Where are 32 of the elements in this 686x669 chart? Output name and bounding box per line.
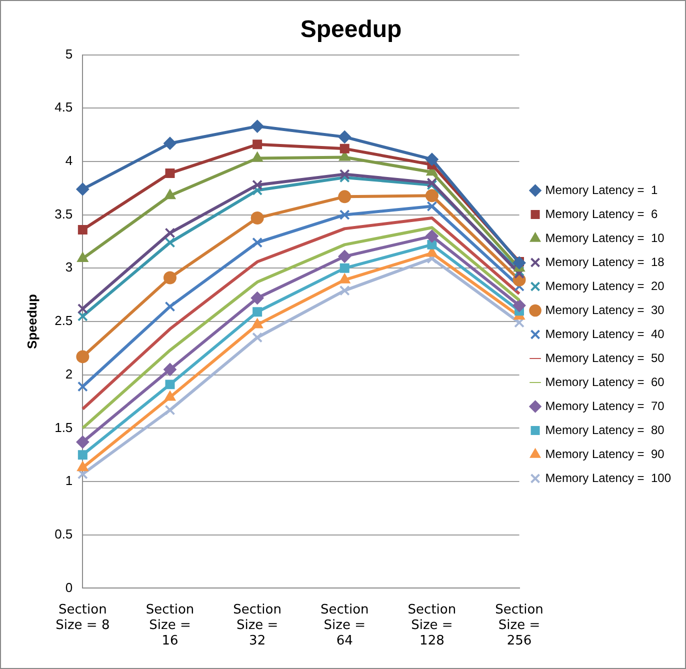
legend-label: Memory Latency = 50 — [545, 350, 665, 365]
legend-label: Memory Latency = 90 — [545, 446, 665, 461]
legend-label: Memory Latency = 30 — [545, 302, 665, 317]
legend-label: Memory Latency = 10 — [545, 230, 665, 245]
legend-label: Memory Latency = 18 — [545, 254, 665, 269]
y-tick-label: 2.5 — [54, 313, 73, 328]
x-tick-label: Section Size = 16 — [146, 602, 194, 649]
legend-label: Memory Latency = 60 — [545, 374, 665, 389]
legend-label: Memory Latency = 70 — [545, 398, 665, 413]
y-tick-label: 0 — [65, 580, 73, 595]
y-axis-title: Speedup — [24, 294, 40, 349]
y-tick-label: 5 — [65, 46, 73, 62]
legend-label: Memory Latency = 6 — [545, 206, 658, 221]
y-tick-label: 0.5 — [54, 526, 73, 542]
x-tick-label: Section Size = 128 — [408, 602, 456, 649]
legend-label: Memory Latency = 20 — [545, 278, 665, 293]
y-tick-label: 2 — [65, 366, 73, 382]
x-tick-label: Section Size = 8 — [56, 602, 110, 633]
y-tick-label: 3 — [65, 260, 73, 275]
y-tick-label: 1 — [65, 473, 73, 488]
x-tick-label: Section Size = 32 — [233, 602, 282, 649]
legend-label: Memory Latency = 80 — [545, 422, 665, 437]
x-tick-label: Section Size = 64 — [320, 602, 369, 649]
y-tick-label: 4.5 — [54, 100, 73, 115]
legend-label: Memory Latency = 40 — [545, 326, 665, 341]
x-tick-label: Section Size = 256 — [495, 602, 544, 649]
legend-label: Memory Latency = 1 — [545, 182, 658, 197]
y-tick-label: 4 — [65, 153, 73, 168]
y-tick-label: 1.5 — [54, 420, 73, 435]
legend-label: Memory Latency = 100 — [545, 470, 672, 485]
chart-title: Speedup — [300, 16, 402, 44]
y-tick-label: 3.5 — [54, 206, 73, 222]
